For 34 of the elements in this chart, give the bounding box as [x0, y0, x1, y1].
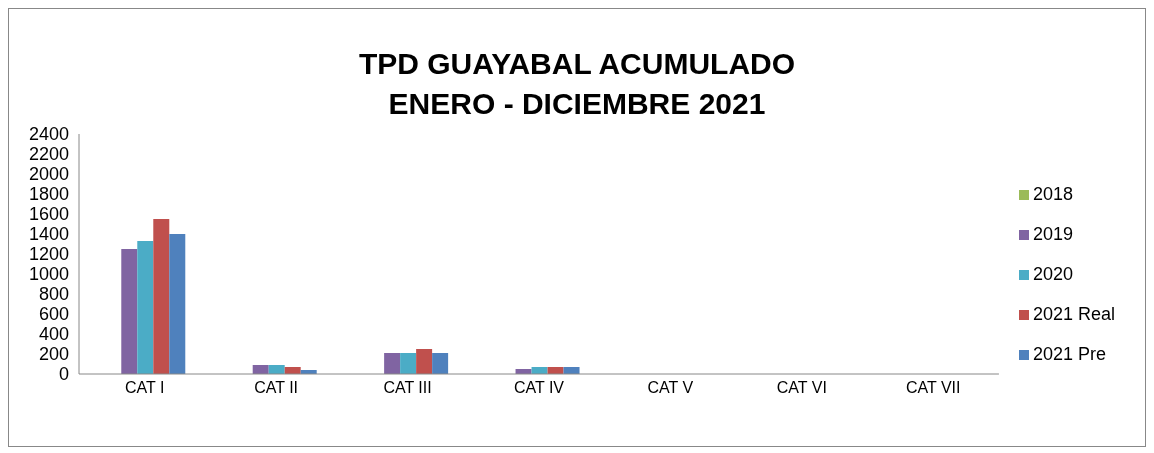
y-tick-label: 2200 [28, 144, 69, 165]
y-tick-label: 1600 [28, 204, 69, 225]
y-tick-label: 1400 [28, 224, 69, 245]
legend-label: 2020 [1032, 264, 1073, 284]
bar [432, 353, 449, 374]
bar [121, 249, 138, 374]
y-tick-label: 1200 [28, 244, 69, 265]
legend-label: 2021 Real [1032, 304, 1115, 324]
bar [137, 241, 154, 374]
y-tick-label: 600 [38, 304, 69, 325]
y-tick-label: 2400 [28, 124, 69, 145]
y-tick-label: 800 [38, 284, 69, 305]
x-tick-label: CAT V [647, 379, 694, 397]
legend-label: 2018 [1032, 184, 1073, 204]
x-tick-label: CAT II [254, 379, 299, 397]
x-tick-label: CAT IV [513, 379, 565, 397]
bar [400, 353, 417, 374]
y-tick-label: 2000 [28, 164, 69, 185]
y-tick-label: 0 [58, 364, 69, 385]
bar [169, 234, 186, 374]
legend-label: 2019 [1032, 224, 1073, 244]
y-tick-label: 1800 [28, 184, 69, 205]
x-tick-label: CAT I [125, 379, 165, 397]
y-tick-label: 400 [38, 324, 69, 345]
y-tick-label: 1000 [28, 264, 69, 285]
legend-label: 2021 Pre [1032, 344, 1106, 364]
x-tick-label: CAT VI [776, 379, 827, 397]
bar [153, 219, 170, 374]
y-tick-label: 200 [38, 344, 69, 365]
x-tick-label: CAT III [383, 379, 432, 397]
bar [416, 349, 433, 374]
bar [384, 353, 401, 374]
x-tick-label: CAT VII [905, 379, 961, 397]
chart-title: TPD GUAYABAL ACUMULADO ENERO - DICIEMBRE 2021 [357, 46, 797, 122]
